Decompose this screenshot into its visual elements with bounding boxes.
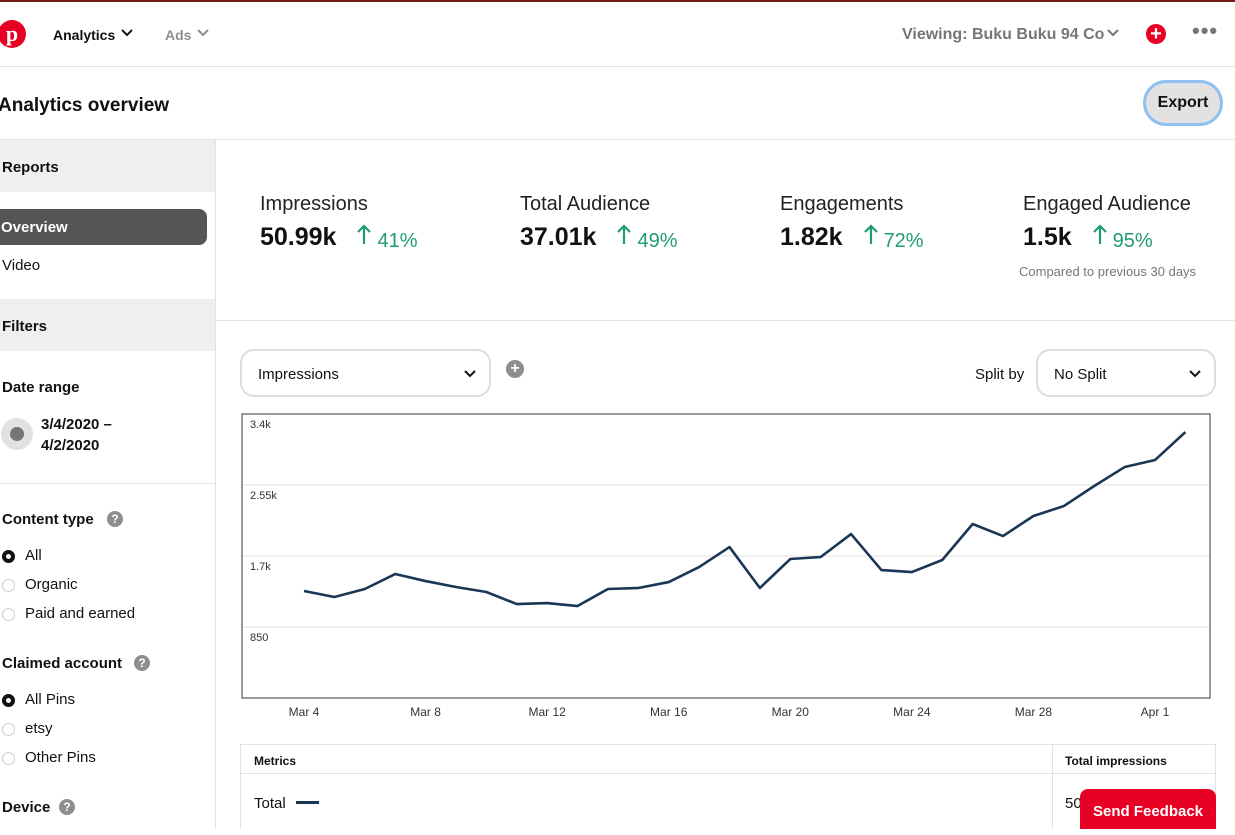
section-title: Reports bbox=[2, 159, 59, 176]
table-divider bbox=[240, 773, 1216, 774]
radio[interactable] bbox=[2, 579, 15, 592]
metric-change: 49% bbox=[637, 230, 678, 252]
metric-value: 1.5k bbox=[1023, 223, 1072, 251]
metric-name: Engagements bbox=[780, 193, 904, 215]
report-item-selected[interactable]: Overview bbox=[0, 209, 207, 245]
metric-change: 95% bbox=[1112, 230, 1153, 252]
divider bbox=[0, 66, 1235, 67]
up-arrow bbox=[1092, 223, 1108, 250]
radio-label[interactable]: etsy bbox=[25, 720, 53, 737]
filter-label: Content type bbox=[2, 511, 94, 528]
dropdown-value: No Split bbox=[1054, 366, 1107, 383]
feedback-button[interactable]: Send Feedback bbox=[1080, 789, 1216, 829]
section-title: Filters bbox=[2, 318, 48, 335]
y-tick-label: 2.55k bbox=[250, 490, 277, 502]
chevron bbox=[1107, 29, 1119, 37]
date-range[interactable]: 4/2/2020 bbox=[41, 437, 100, 454]
section-band bbox=[0, 299, 215, 351]
x-tick-label: Mar 20 bbox=[772, 705, 810, 719]
section-band bbox=[0, 140, 215, 192]
top-border bbox=[0, 0, 1235, 2]
x-tick-label: Mar 28 bbox=[1015, 705, 1053, 719]
x-tick-label: Mar 12 bbox=[528, 705, 566, 719]
dropdown-value: Impressions bbox=[258, 366, 339, 383]
logo[interactable]: p bbox=[0, 20, 26, 48]
x-tick-label: Mar 24 bbox=[893, 705, 931, 719]
x-tick-label: Mar 8 bbox=[410, 705, 441, 719]
metrics-table bbox=[240, 744, 1216, 829]
clock-icon bbox=[1, 418, 33, 450]
radio-label[interactable]: All bbox=[25, 547, 42, 564]
metric-value: 37.01k bbox=[520, 223, 597, 251]
divider bbox=[216, 320, 1235, 321]
nav-item[interactable]: Analytics bbox=[53, 27, 116, 43]
more-button[interactable]: ••• bbox=[1192, 18, 1219, 43]
sidebar-border bbox=[215, 140, 216, 829]
metric-change: 41% bbox=[377, 230, 418, 252]
nav-item[interactable]: Ads bbox=[165, 27, 192, 43]
metric-change: 72% bbox=[883, 230, 924, 252]
add-metric-button[interactable]: + bbox=[506, 360, 524, 378]
page-title: Analytics overview bbox=[0, 95, 170, 116]
plot-frame bbox=[241, 413, 1211, 699]
help-icon[interactable]: ? bbox=[107, 511, 123, 527]
metric-name: Engaged Audience bbox=[1023, 193, 1191, 215]
date-range[interactable]: 3/4/2020 – bbox=[41, 416, 112, 433]
legend-swatch bbox=[296, 801, 319, 804]
report-item[interactable]: Video bbox=[2, 257, 41, 274]
metric-name: Total Audience bbox=[520, 193, 651, 215]
up-arrow bbox=[356, 223, 372, 250]
x-tick-label: Mar 4 bbox=[289, 705, 320, 719]
table-header: Metrics bbox=[254, 754, 297, 768]
data-line bbox=[303, 431, 1187, 608]
split-dropdown[interactable] bbox=[1036, 349, 1216, 397]
filter-label: Device bbox=[2, 799, 51, 816]
metric-name: Impressions bbox=[260, 193, 368, 215]
radio[interactable] bbox=[2, 550, 15, 563]
create-button[interactable]: + bbox=[1146, 24, 1166, 44]
radio-label[interactable]: Other Pins bbox=[25, 749, 96, 766]
divider bbox=[0, 483, 215, 484]
help-icon[interactable]: ? bbox=[134, 655, 150, 671]
account-switcher[interactable]: Viewing: Buku Buku 94 Co bbox=[902, 26, 1105, 43]
y-tick-label: 850 bbox=[250, 632, 268, 644]
metric-value: 50.99k bbox=[260, 223, 337, 251]
chevron bbox=[464, 370, 476, 378]
radio[interactable] bbox=[2, 694, 15, 707]
chevron bbox=[121, 29, 133, 37]
chart: 850 1.7k 2.55k 3.4k Mar 4 Mar 8 Mar 12 Mar 16 Ma… bbox=[241, 413, 1211, 719]
filter-label: Date range bbox=[2, 379, 80, 396]
x-tick-label: Mar 16 bbox=[650, 705, 688, 719]
table-cell: Total bbox=[254, 795, 286, 812]
radio-label[interactable]: Organic bbox=[25, 576, 78, 593]
comparison-note: Compared to previous 30 days bbox=[1019, 264, 1197, 279]
radio-label[interactable]: Paid and earned bbox=[25, 605, 136, 622]
y-tick-label: 3.4k bbox=[250, 419, 271, 431]
export-button[interactable]: Export bbox=[1143, 80, 1223, 126]
table-divider bbox=[1052, 744, 1053, 829]
table-header: Total impressions bbox=[1065, 754, 1167, 768]
metric-dropdown[interactable] bbox=[240, 349, 491, 397]
filter-label: Claimed account bbox=[2, 655, 123, 672]
radio[interactable] bbox=[2, 752, 15, 765]
radio[interactable] bbox=[2, 608, 15, 621]
chevron bbox=[1189, 370, 1201, 378]
metric-value: 1.82k bbox=[780, 223, 843, 251]
up-arrow bbox=[616, 223, 632, 250]
help-icon[interactable]: ? bbox=[59, 799, 75, 815]
split-label: Split by bbox=[975, 366, 1025, 383]
x-tick-label: Apr 1 bbox=[1141, 705, 1170, 719]
up-arrow bbox=[863, 223, 879, 250]
y-tick-label: 1.7k bbox=[250, 561, 271, 573]
divider bbox=[0, 139, 1235, 140]
radio-label[interactable]: All Pins bbox=[25, 691, 76, 708]
chevron bbox=[197, 29, 209, 37]
radio[interactable] bbox=[2, 723, 15, 736]
